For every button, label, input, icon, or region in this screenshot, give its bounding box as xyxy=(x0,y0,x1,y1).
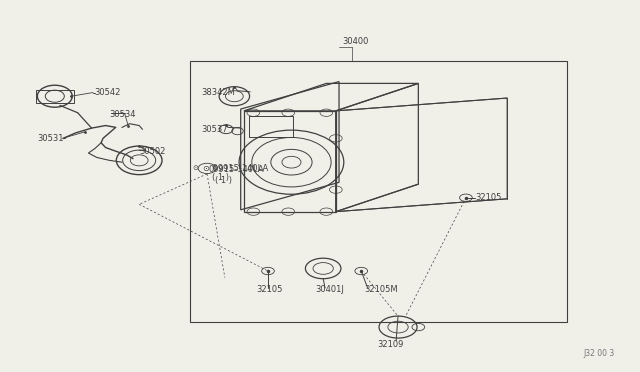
Text: 30534: 30534 xyxy=(109,110,136,119)
Text: 32105M: 32105M xyxy=(364,285,398,294)
Text: J32 00 3: J32 00 3 xyxy=(584,349,615,358)
Bar xyxy=(190,61,568,321)
Bar xyxy=(36,90,74,103)
Text: 30502: 30502 xyxy=(139,147,166,156)
Text: 32105: 32105 xyxy=(476,193,502,202)
Text: 30401J: 30401J xyxy=(315,285,344,294)
Text: ⊙: ⊙ xyxy=(192,166,198,171)
Text: ⊙ 09915-140LA: ⊙ 09915-140LA xyxy=(203,164,268,173)
Text: 38342M: 38342M xyxy=(202,88,236,97)
Text: 30537: 30537 xyxy=(202,125,228,134)
Text: ( 1 ): ( 1 ) xyxy=(215,176,232,185)
Text: 30531: 30531 xyxy=(38,134,64,143)
Text: 32109: 32109 xyxy=(377,340,403,349)
Text: 09915-140LA: 09915-140LA xyxy=(209,165,264,174)
Text: ( 1 ): ( 1 ) xyxy=(212,173,229,182)
Text: 30400: 30400 xyxy=(342,37,369,46)
Bar xyxy=(249,116,293,137)
Text: 32105: 32105 xyxy=(257,285,283,294)
Text: 30542: 30542 xyxy=(95,88,121,97)
